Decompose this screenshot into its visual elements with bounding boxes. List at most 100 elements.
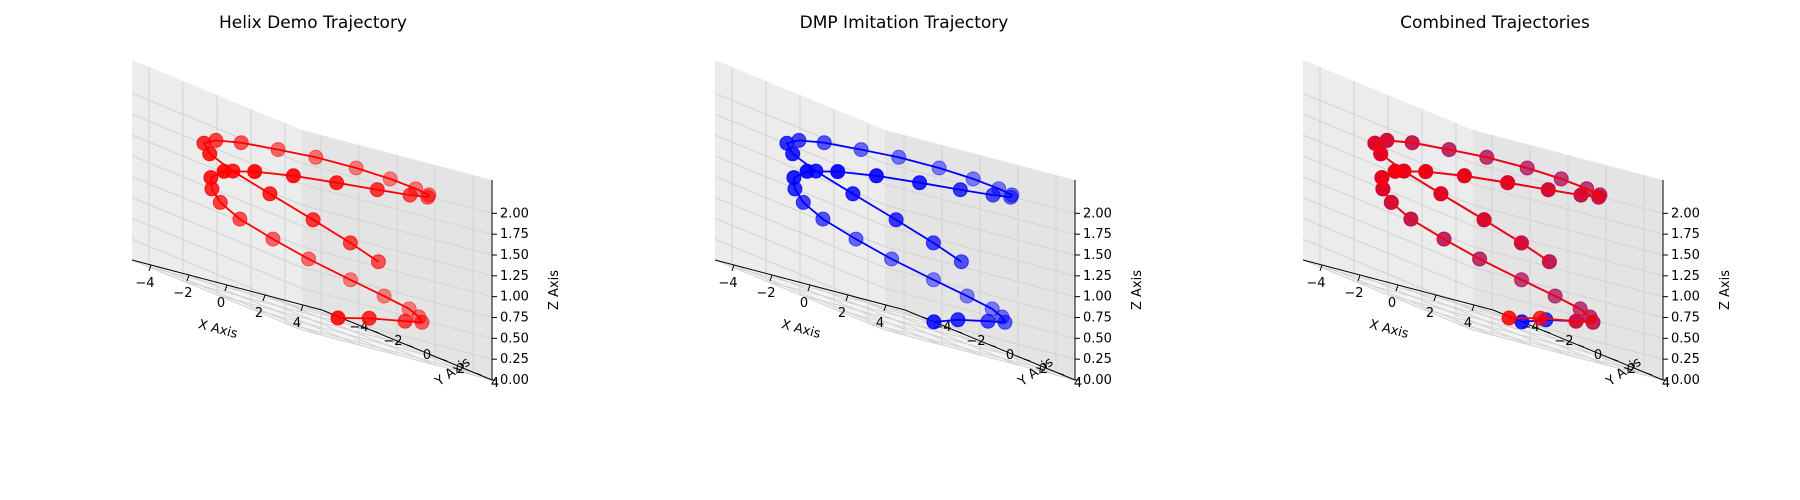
data-point [1396, 163, 1412, 179]
y-tick-label: 0 [1594, 348, 1602, 363]
panel-title: DMP Imitation Trajectory [800, 13, 1009, 33]
data-point [265, 231, 281, 247]
data-point [1436, 231, 1452, 247]
data-point [959, 288, 975, 304]
data-point [202, 146, 218, 162]
data-point [984, 301, 1000, 317]
data-point [343, 272, 358, 288]
data-point [348, 160, 364, 176]
data-point [1383, 194, 1399, 210]
data-point [931, 160, 947, 176]
x-axis-label: X Axis [780, 317, 823, 342]
data-point [305, 212, 321, 228]
data-point [808, 163, 824, 179]
data-point [382, 171, 398, 187]
z-tick-label: 1.50 [1083, 248, 1112, 263]
y-tick-mark [955, 330, 963, 334]
x-tick-mark [300, 304, 304, 312]
data-point [888, 212, 904, 228]
series-1 [196, 132, 437, 330]
x-tick-label: 4 [1464, 316, 1472, 331]
x-tick-mark [1357, 274, 1361, 282]
z-tick-label: 0.00 [1671, 373, 1700, 388]
z-tick-label: 0.75 [500, 311, 529, 326]
panel-title: Combined Trajectories [1400, 13, 1590, 33]
data-point [402, 187, 418, 203]
y-tick-mark [1577, 344, 1585, 348]
data-point [361, 310, 377, 326]
y-tick-mark [1057, 372, 1065, 376]
data-point [1374, 170, 1390, 186]
x-tick-mark [731, 264, 735, 272]
z-tick-label: 1.75 [500, 227, 529, 242]
y-tick-label: −2 [1554, 334, 1573, 349]
x-tick-label: −2 [173, 286, 192, 301]
data-point [233, 135, 249, 151]
data-point [926, 314, 942, 330]
data-point [1553, 171, 1569, 187]
data-point [411, 309, 427, 325]
y-tick-mark [474, 372, 482, 376]
data-point [830, 164, 846, 180]
x-tick-mark [262, 294, 266, 302]
x-tick-label: −4 [135, 276, 154, 291]
y-tick-mark [440, 358, 448, 362]
z-tick-label: 0.00 [500, 373, 529, 388]
data-point [795, 194, 811, 210]
data-point [1572, 301, 1588, 317]
data-point [1418, 164, 1434, 180]
data-point [1568, 313, 1584, 329]
z-tick-label: 0.25 [1671, 352, 1700, 367]
data-point [1433, 186, 1449, 202]
data-point [991, 181, 1007, 197]
y-tick-mark [1611, 358, 1619, 362]
data-point [853, 142, 869, 158]
y-tick-mark [1023, 358, 1031, 362]
gridlines [714, 67, 1076, 381]
y-tick-label: −2 [966, 334, 985, 349]
y-tick-label: −4 [349, 320, 368, 335]
y-tick-label: 2 [457, 362, 465, 377]
data-point [994, 309, 1010, 325]
data-point [985, 187, 1001, 203]
data-point [952, 182, 968, 198]
z-tick-label: 0.25 [1083, 352, 1112, 367]
x-tick-label: −4 [1306, 276, 1325, 291]
data-point [342, 235, 358, 251]
y-tick-label: 4 [491, 376, 499, 391]
series-1 [779, 132, 1020, 330]
x-tick-label: 4 [293, 316, 301, 331]
data-point [1513, 235, 1529, 251]
data-point [884, 251, 900, 267]
z-tick-label: 1.75 [1083, 227, 1112, 242]
data-point [1479, 149, 1495, 165]
series-2 [1367, 132, 1608, 330]
data-point [815, 211, 831, 227]
x-tick-mark [1319, 264, 1323, 272]
y-tick-label: −2 [383, 334, 402, 349]
z-tick-label: 0.50 [1671, 331, 1700, 346]
data-point [980, 313, 996, 329]
data-point [369, 182, 385, 198]
x-tick-mark [883, 304, 887, 312]
data-point [232, 211, 248, 227]
y-tick-mark [1645, 372, 1653, 376]
data-point [270, 142, 286, 158]
data-point [330, 310, 346, 326]
x-tick-mark [148, 264, 152, 272]
data-point [1573, 187, 1589, 203]
x-tick-mark [1395, 284, 1399, 292]
data-point [370, 254, 386, 270]
z-tick-label: 2.00 [1671, 206, 1700, 221]
x-tick-mark [1433, 294, 1437, 302]
data-point [1456, 168, 1472, 184]
z-axis-label: Z Axis [1718, 270, 1733, 310]
data-point [1472, 251, 1488, 267]
data-point [845, 186, 861, 202]
x-tick-mark [845, 294, 849, 302]
data-point [408, 181, 424, 197]
data-point [868, 168, 884, 184]
data-point [247, 164, 263, 180]
